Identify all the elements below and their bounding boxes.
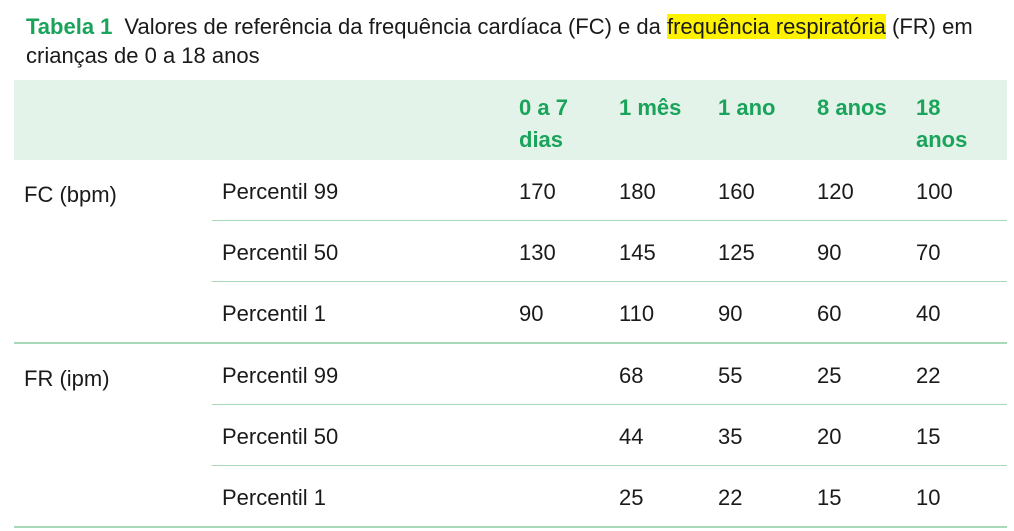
table-cell: 15 [916,424,941,449]
column-header-0-7-dias: 0 a 7 dias [519,95,568,152]
column-header-18-anos: 18 anos [916,95,968,152]
row-label: Percentil 50 [222,240,339,265]
group-name: FC (bpm) [24,182,117,207]
reference-table: 0 a 7 dias 1 mês 1 ano 8 anos 18 anos FC… [14,80,1007,528]
table-cell: 25 [619,485,644,510]
table-cell: 160 [718,179,755,204]
table-row: Percentil 50 44 35 20 15 [212,405,1007,466]
table-cell: 55 [718,363,743,388]
table-cell: 110 [619,301,655,326]
table-cell: 90 [718,301,743,326]
row-label: Percentil 50 [222,424,339,449]
table-cell: 22 [916,363,941,388]
table-cell: 130 [519,240,556,265]
table-cell: 10 [916,485,941,510]
table-row: Percentil 1 25 22 15 10 [212,466,1007,526]
row-label: Percentil 99 [222,363,339,388]
group-fr: FR (ipm) Percentil 99 68 55 25 22 Percen… [14,344,1007,528]
row-label: Percentil 1 [222,301,326,326]
table-caption: Tabela 1 Valores de referência da frequên… [26,12,1006,70]
table-cell: 90 [519,301,544,326]
table-cell: 44 [619,424,644,449]
table-label: Tabela 1 [26,14,113,39]
table-cell: 60 [817,301,842,326]
table-header: 0 a 7 dias 1 mês 1 ano 8 anos 18 anos [14,80,1007,160]
row-label: Percentil 1 [222,485,326,510]
table-row: Percentil 1 90 110 90 60 40 [212,282,1007,342]
table-cell: 180 [619,179,656,204]
column-header-1-ano: 1 ano [718,95,776,120]
caption-highlight: frequência respiratória [666,14,886,39]
table-row: Percentil 99 68 55 25 22 [212,344,1007,405]
table-cell: 68 [619,363,644,388]
caption-text-before: Valores de referência da frequência card… [124,14,667,39]
table-cell: 40 [916,301,941,326]
table-cell: 35 [718,424,743,449]
table-cell: 170 [519,179,556,204]
table-cell: 70 [916,240,941,265]
table-cell: 145 [619,240,656,265]
table-cell: 100 [916,179,953,204]
caption-text-after: (FR) em crianças de 0 a 18 anos [26,14,973,68]
group-fc: FC (bpm) Percentil 99 170 180 160 120 10… [14,160,1007,344]
table-cell: 120 [817,179,854,204]
table-cell: 125 [718,240,755,265]
table-row: Percentil 50 130 145 125 90 70 [212,221,1007,282]
group-name: FR (ipm) [24,366,110,391]
table-cell: 25 [817,363,842,388]
column-header-1-mes: 1 mês [619,95,682,120]
table-cell: 20 [817,424,842,449]
table-cell: 15 [817,485,842,510]
table-cell: 90 [817,240,842,265]
column-header-8-anos: 8 anos [817,95,887,120]
table-row: Percentil 99 170 180 160 120 100 [212,160,1007,221]
table-cell: 22 [718,485,743,510]
row-label: Percentil 99 [222,179,339,204]
